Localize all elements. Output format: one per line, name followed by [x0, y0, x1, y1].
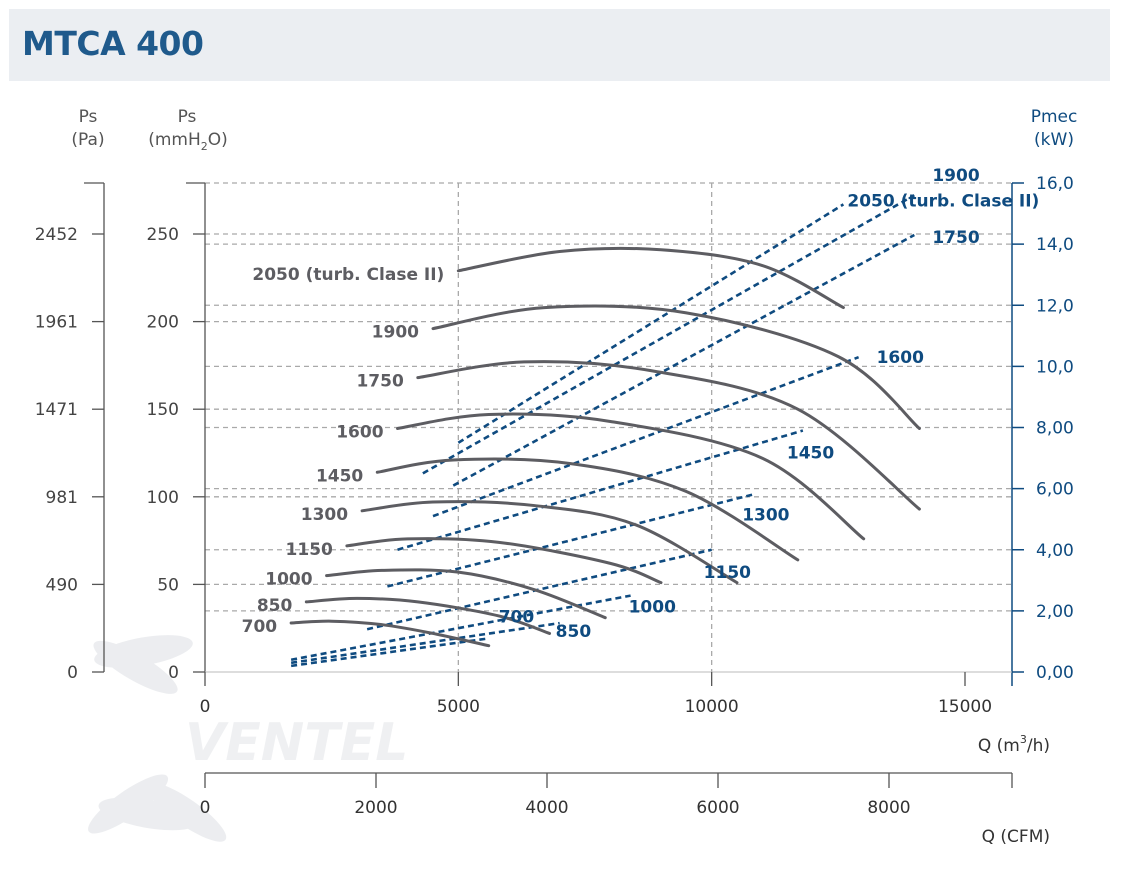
- pressure-curve-1150: [345, 537, 663, 585]
- right-tick-label: 16,0: [1036, 174, 1074, 194]
- pressure-curve-1750: [416, 360, 921, 511]
- left-pa-tick-label: 2452: [35, 225, 78, 245]
- pressure-curve-label: 1900: [372, 323, 419, 343]
- x-m3h-tick-label: 15000: [938, 697, 992, 717]
- power-curve-850: [290, 621, 560, 665]
- ventel-watermark: VENTEL: [88, 635, 408, 842]
- power-curve-1900: [422, 194, 915, 475]
- pressure-curve-1450: [375, 457, 800, 562]
- right-tick-label: 2,00: [1036, 602, 1074, 622]
- pressure-curve-label: 1150: [286, 540, 333, 560]
- left-mm-axis-unit: (mmH2O): [148, 130, 228, 153]
- power-curve-label: 1300: [742, 506, 789, 526]
- pressure-curve-label: 2050 (turb. Clase II): [252, 265, 444, 285]
- x-cfm-tick-label: 8000: [867, 798, 910, 818]
- x-cfm-tick-label: 6000: [696, 798, 739, 818]
- pressure-curve-1600: [396, 412, 866, 541]
- pressure-curve-1900: [431, 304, 921, 430]
- left-pa-tick-label: 1471: [35, 400, 78, 420]
- right-tick-label: 10,0: [1036, 357, 1074, 377]
- right-axis-unit: (kW): [1034, 130, 1074, 150]
- pressure-curve-1000: [325, 568, 607, 620]
- pressure-curve-label: 1450: [316, 466, 363, 486]
- right-tick-label: 4,00: [1036, 541, 1074, 561]
- left-pa-tick-label: 1961: [35, 313, 78, 333]
- pressure-curve-2050: [456, 246, 845, 310]
- pressure-curve-label: 700: [242, 617, 278, 637]
- x-m3h-tick-label: 5000: [437, 697, 480, 717]
- left-pa-axis-label: Ps: [79, 107, 98, 127]
- left-pa-axis-unit: (Pa): [71, 130, 104, 150]
- watermark-text: VENTEL: [185, 713, 408, 773]
- left-pa-tick-label: 490: [46, 575, 78, 595]
- x-cfm-tick-label: 0: [200, 798, 211, 818]
- power-curve-label: 2050 (turb. Clase II): [847, 191, 1039, 211]
- power-curve-label: 1600: [877, 348, 924, 368]
- power-curve-label: 1150: [704, 563, 751, 583]
- power-curve-1000: [290, 594, 631, 662]
- x-cfm-tick-label: 4000: [525, 798, 568, 818]
- left-mm-tick-label: 100: [147, 488, 179, 508]
- right-tick-label: 12,0: [1036, 296, 1074, 316]
- power-curve-label: 1900: [932, 166, 979, 186]
- page-title: MTCA 400: [22, 24, 204, 63]
- power-curve-1750: [452, 233, 915, 487]
- x-cfm-tick-label: 2000: [354, 798, 397, 818]
- right-tick-label: 8,00: [1036, 419, 1074, 439]
- pressure-curve-850: [304, 596, 552, 635]
- right-tick-label: 6,00: [1036, 480, 1074, 500]
- left-mm-tick-label: 150: [147, 400, 179, 420]
- left-mm-tick-label: 250: [147, 225, 179, 245]
- x-m3h-axis-label: Q (m3/h): [978, 733, 1050, 756]
- power-curve-label: 850: [556, 622, 592, 642]
- pressure-curve-700: [289, 619, 491, 648]
- right-tick-label: 0,00: [1036, 663, 1074, 683]
- left-mm-tick-label: 50: [157, 575, 179, 595]
- left-mm-tick-label: 200: [147, 313, 179, 333]
- left-mm-tick-label: 0: [168, 663, 179, 683]
- pressure-curve-label: 1000: [265, 570, 312, 590]
- pressure-curve-label: 1600: [336, 422, 383, 442]
- power-curve-1600: [432, 355, 860, 518]
- x-m3h-tick-label: 0: [200, 697, 211, 717]
- power-curve-1450: [397, 429, 804, 551]
- left-mm-axis-label: Ps: [178, 107, 197, 127]
- x-cfm-axis-label: Q (CFM): [982, 827, 1050, 847]
- power-curve-label: 700: [499, 607, 535, 627]
- power-curve-700: [290, 637, 489, 668]
- power-curve-2050: [457, 203, 845, 444]
- right-tick-label: 14,0: [1036, 235, 1074, 255]
- power-curve-label: 1000: [629, 598, 676, 618]
- pressure-curve-label: 1300: [301, 505, 348, 525]
- pressure-curve-label: 850: [257, 596, 293, 616]
- pressure-curve-label: 1750: [356, 372, 403, 392]
- pressure-curve-1300: [360, 500, 739, 585]
- power-curve-label: 1450: [787, 444, 834, 464]
- right-axis-label: Pmec: [1031, 107, 1078, 127]
- left-pa-tick-label: 981: [46, 488, 78, 508]
- title-bar: [9, 9, 1110, 81]
- x-m3h-tick-label: 10000: [685, 697, 739, 717]
- left-pa-tick-label: 0: [67, 663, 78, 683]
- power-curve-label: 1750: [932, 228, 979, 248]
- power-curve-1150: [366, 548, 712, 631]
